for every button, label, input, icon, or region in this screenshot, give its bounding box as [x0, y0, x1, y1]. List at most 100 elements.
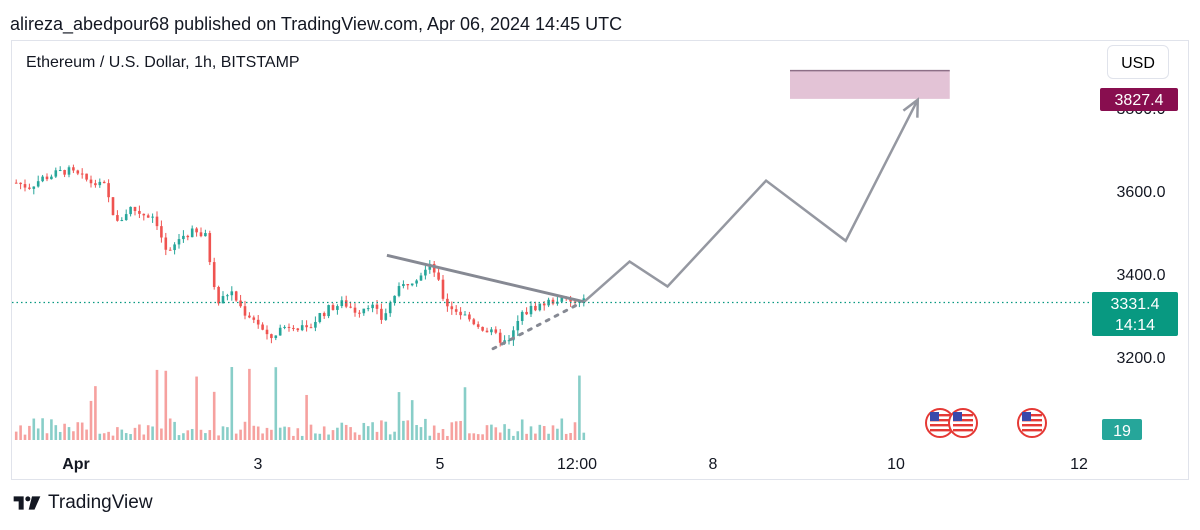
candle-body [371, 304, 374, 309]
volume-bar [111, 435, 115, 440]
volume-bar [160, 428, 163, 440]
volume-bar [204, 433, 207, 440]
candle-body [446, 298, 449, 307]
candle-body [498, 332, 502, 343]
time-tick-label: 8 [709, 456, 718, 473]
candle-body [525, 311, 528, 315]
candle-body [494, 329, 498, 333]
volume-bar [89, 400, 93, 440]
volume-bar [393, 431, 396, 440]
volume-bar [195, 376, 198, 440]
volume-bars [14, 367, 586, 440]
candle-body [107, 183, 110, 198]
volume-bar [384, 421, 388, 440]
candle-body [432, 263, 436, 273]
candle-body [542, 303, 546, 306]
candle-body [485, 330, 489, 333]
time-tick-label: 12:00 [557, 456, 597, 473]
tradingview-logo[interactable]: TradingView [12, 492, 153, 514]
volume-bar [212, 391, 216, 440]
candle-body [116, 215, 119, 221]
candle-body [151, 216, 154, 218]
volume-bar [551, 425, 555, 440]
volume-bar [221, 426, 225, 440]
time-axis[interactable]: Apr 3 5 12:00 8 10 12 [62, 456, 1088, 473]
candle-body [155, 216, 159, 227]
volume-bar [67, 427, 71, 440]
candle-body [124, 214, 128, 221]
volume-bar [151, 426, 154, 440]
volume-bar [388, 434, 392, 440]
candle-body [243, 306, 247, 316]
candle-body [287, 326, 291, 328]
candle-body [221, 296, 225, 304]
candle-body [534, 305, 537, 311]
candle-body [168, 249, 172, 251]
candle-body [472, 319, 476, 325]
volume-bar [36, 428, 40, 440]
volume-bar [270, 429, 273, 440]
candle-body [204, 233, 207, 237]
candle-body [318, 313, 322, 322]
volume-bar [362, 422, 366, 440]
volume-bar [520, 419, 524, 440]
candle-body [230, 291, 234, 296]
candle-body [19, 182, 22, 185]
candle-body [322, 313, 326, 317]
candle-body [538, 303, 542, 311]
economic-events[interactable] [925, 408, 1047, 438]
resistance-trendline[interactable] [386, 253, 585, 304]
candle-body [72, 167, 75, 171]
candle-body [208, 233, 212, 263]
volume-bar [578, 375, 581, 440]
volume-bar [318, 433, 322, 440]
volume-bar [573, 422, 577, 440]
volume-bar [490, 424, 493, 440]
candle-body [58, 170, 62, 172]
volume-bar [23, 434, 27, 440]
candle-body [507, 340, 511, 342]
candle-body [129, 206, 132, 215]
candle-body [344, 300, 348, 307]
volume-bar [230, 367, 234, 440]
candle-body [459, 311, 462, 316]
candle-body [529, 305, 533, 315]
volume-bar [155, 369, 159, 440]
volume-bar [498, 432, 502, 440]
volume-value-text: 19 [1113, 423, 1131, 440]
volume-bar [58, 431, 62, 440]
candle-body [441, 279, 445, 299]
target-zone[interactable] [790, 70, 950, 99]
candle-body [186, 235, 190, 238]
candle-body [252, 317, 256, 320]
candle-body [195, 228, 198, 233]
time-tick-label: 10 [887, 456, 905, 473]
candle-body [384, 313, 388, 320]
currency-button[interactable]: USD [1107, 45, 1169, 79]
volume-bar [534, 433, 537, 440]
time-tick-label: Apr [62, 456, 90, 473]
us-flag-event-icon[interactable] [948, 408, 978, 438]
candle-body [353, 307, 357, 313]
volume-bar [19, 425, 22, 440]
support-trendline[interactable] [491, 303, 578, 351]
candle-body [331, 305, 335, 310]
us-flag-event-icon[interactable] [1017, 408, 1047, 438]
volume-bar [463, 387, 467, 440]
volume-bar [582, 432, 586, 440]
projection-path[interactable] [583, 99, 919, 303]
candle-body [63, 170, 66, 175]
candle-body [177, 239, 181, 245]
symbol-title: Ethereum / U.S. Dollar, 1h, BITSTAMP [26, 54, 300, 71]
volume-bar [226, 427, 229, 440]
candle-body [327, 305, 330, 317]
tradingview-logo-icon [13, 496, 41, 510]
volume-bar [547, 433, 550, 440]
volume-bar [292, 435, 295, 440]
volume-bar [507, 428, 511, 440]
price-tick-label: 3600.0 [1117, 184, 1166, 201]
volume-bar [129, 434, 132, 440]
candle-body [226, 295, 229, 297]
candle-body [366, 308, 370, 310]
